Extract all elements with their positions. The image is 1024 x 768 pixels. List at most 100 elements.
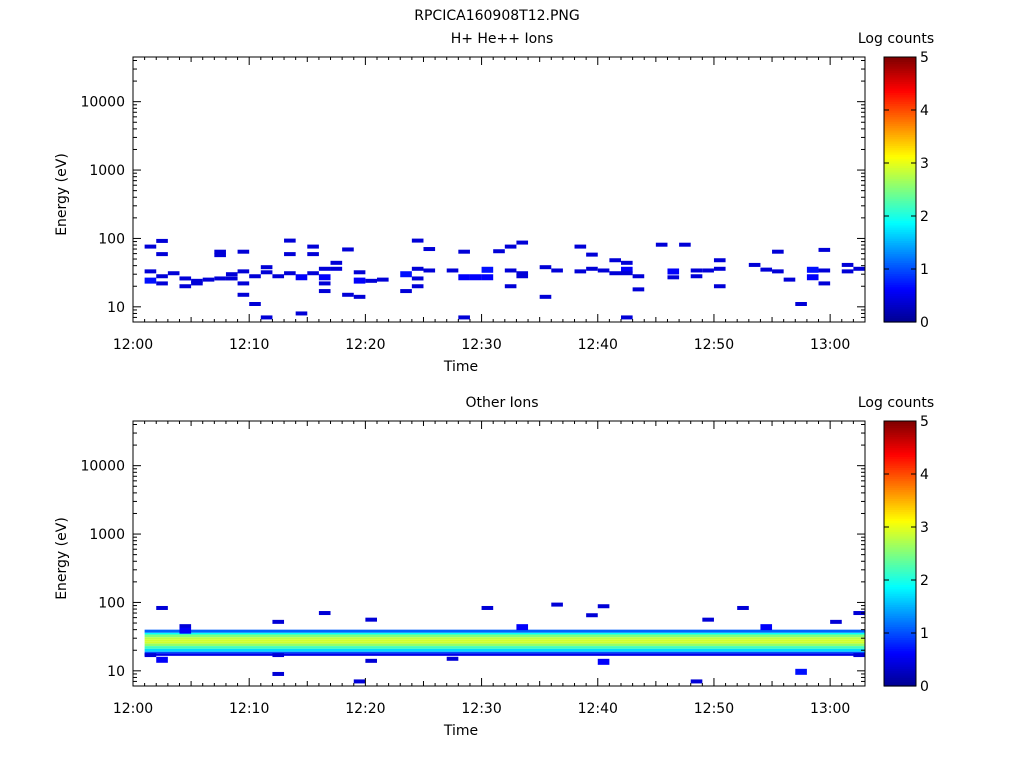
- panel-title: H+ He++ Ions: [451, 31, 554, 47]
- data-cell: [214, 253, 226, 258]
- data-cell: [365, 278, 377, 283]
- data-cell: [225, 276, 238, 281]
- colorbar-slice: [884, 136, 916, 140]
- band-row: [144, 632, 866, 635]
- colorbar-slice: [884, 105, 916, 109]
- plot-frame: [132, 56, 866, 323]
- colorbar-slice: [884, 218, 916, 222]
- colorbar-slice: [884, 224, 916, 228]
- colorbar-slice: [884, 615, 916, 619]
- colorbar-slice: [884, 595, 916, 599]
- colorbar-slice: [884, 291, 916, 294]
- data-cell: [760, 267, 773, 272]
- colorbar-slice: [884, 637, 916, 641]
- colorbar-slice: [884, 668, 916, 672]
- data-cell: [690, 274, 703, 279]
- colorbar-slice: [884, 229, 916, 233]
- x-tick-label: 12:50: [694, 701, 734, 717]
- data-cell: [458, 249, 470, 254]
- colorbar-slice: [884, 103, 916, 107]
- data-cell: [156, 656, 168, 663]
- colorbar-slice: [884, 154, 916, 157]
- x-tick-label: 12:20: [345, 701, 385, 717]
- colorbar-slice: [884, 200, 916, 204]
- colorbar-slice: [884, 284, 916, 288]
- data-cell: [853, 266, 865, 271]
- data-cell: [574, 269, 587, 274]
- data-cell: [713, 266, 726, 271]
- colorbar-slice: [884, 555, 916, 559]
- band-row: [144, 629, 866, 633]
- x-tick-label: 12:10: [229, 337, 269, 353]
- colorbar-slice: [884, 626, 916, 630]
- colorbar-slice: [884, 478, 916, 482]
- colorbar-slice: [884, 81, 916, 85]
- colorbar-slice: [884, 522, 916, 526]
- data-cell: [551, 268, 563, 273]
- colorbar-slice: [884, 143, 916, 146]
- data-cell: [214, 276, 226, 281]
- colorbar-slice: [884, 476, 916, 480]
- data-cell: [667, 275, 680, 280]
- data-cell: [621, 260, 633, 265]
- data-cell: [330, 266, 343, 271]
- colorbar-slice: [884, 487, 916, 491]
- colorbar-slice: [884, 639, 916, 643]
- colorbar-slice: [884, 96, 916, 100]
- data-cell: [156, 238, 168, 243]
- colorbar-slice: [884, 438, 916, 442]
- data-cell: [516, 271, 529, 276]
- colorbar-slice: [884, 304, 916, 308]
- data-cell: [586, 613, 598, 618]
- data-cell: [551, 602, 563, 607]
- colorbar-slice: [884, 586, 916, 590]
- colorbar-slice: [884, 171, 916, 175]
- colorbar-slice: [884, 571, 916, 574]
- data-cell: [597, 604, 610, 609]
- x-tick-label: 12:10: [229, 701, 269, 717]
- data-cell: [353, 270, 366, 275]
- x-tick-label: 12:30: [461, 337, 501, 353]
- colorbar-slice: [884, 76, 916, 80]
- colorbar-slice: [884, 196, 916, 199]
- x-tick-label: 13:00: [810, 701, 850, 717]
- colorbar-slice: [884, 273, 916, 277]
- data-cell: [342, 292, 354, 297]
- colorbar: 0 1 2 3 4 5 Log counts: [858, 395, 934, 695]
- colorbar-slice: [884, 507, 916, 510]
- colorbar-slice: [884, 112, 916, 116]
- colorbar-slice: [884, 471, 916, 475]
- colorbar-slice: [884, 434, 916, 438]
- data-cell: [586, 252, 598, 257]
- colorbar-slice: [884, 57, 916, 60]
- colorbar-slice: [884, 628, 916, 632]
- data-cell: [713, 284, 726, 289]
- colorbar-slice: [884, 167, 916, 171]
- data-cell: [469, 274, 482, 281]
- colorbar-tick-label: 1: [920, 262, 929, 278]
- y-tick-label: 1000: [89, 527, 125, 543]
- colorbar-slice: [884, 602, 916, 605]
- colorbar-tick-label: 2: [920, 209, 929, 225]
- data-cell: [423, 247, 436, 252]
- colorbar-slice: [884, 209, 916, 213]
- colorbar-slice: [884, 480, 916, 484]
- colorbar-slice: [884, 116, 916, 120]
- data-cell: [481, 605, 494, 610]
- colorbar-tick-label: 4: [920, 103, 929, 119]
- colorbar-slice: [884, 568, 916, 572]
- colorbar-slice: [884, 216, 916, 219]
- colorbar-slice: [884, 511, 916, 515]
- data-cell: [818, 281, 831, 286]
- colorbar-slice: [884, 641, 916, 645]
- colorbar-slice: [884, 134, 916, 138]
- data-cell: [272, 671, 285, 676]
- colorbar-slice: [884, 425, 916, 429]
- colorbar-slice: [884, 293, 916, 297]
- colorbar-slice: [884, 297, 916, 301]
- colorbar-slice: [884, 227, 916, 230]
- colorbar-slice: [884, 61, 916, 65]
- x-axis: 12:00 12:10 12:20 12:30 12:40 12:50 13:00: [113, 421, 866, 717]
- colorbar-slice: [884, 198, 916, 202]
- colorbar-slice: [884, 657, 916, 661]
